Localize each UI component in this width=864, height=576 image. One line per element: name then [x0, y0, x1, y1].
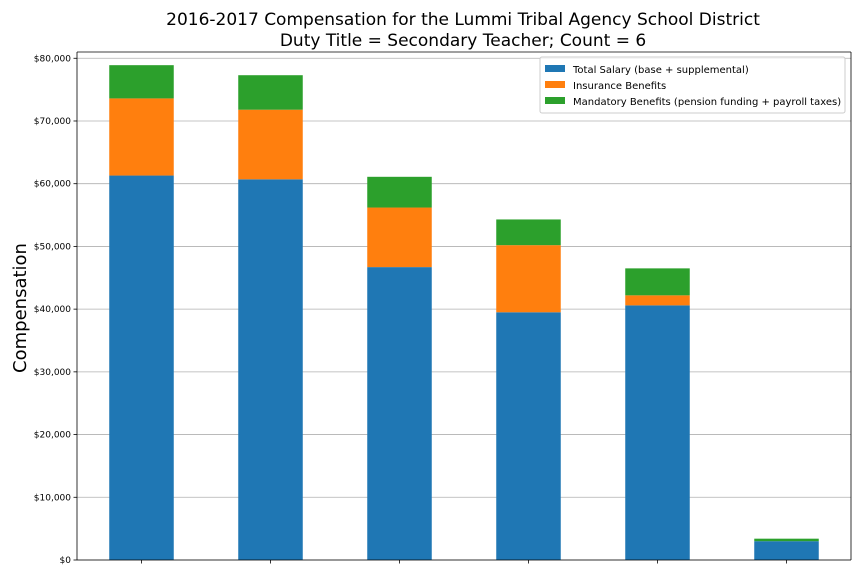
bar-series-1-cat-2 — [367, 207, 432, 268]
bars-layer — [109, 65, 819, 561]
bar-series-1-cat-3 — [496, 245, 561, 313]
y-axis-label: Compensation — [10, 243, 31, 373]
grid-layer — [77, 57, 851, 561]
chart-subtitle: Duty Title = Secondary Teacher; Count = … — [280, 31, 646, 51]
bar-series-0-cat-0 — [109, 175, 174, 561]
legend-label-0: Total Salary (base + supplemental) — [572, 65, 749, 76]
axes-layer: $0 $10,000 $20,000 $30,000 $40,000 $50,000 $60… — [34, 51, 852, 566]
chart-title: 2016-2017 Compensation for the Lummi Tri… — [166, 10, 760, 30]
legend-swatch-1 — [545, 81, 565, 88]
bar-series-0-cat-2 — [367, 267, 432, 560]
legend-label-2: Mandatory Benefits (pension funding + pa… — [573, 97, 841, 108]
y-tick-label-4: $40,000 — [34, 305, 71, 315]
bar-series-1-cat-0 — [109, 98, 174, 176]
bar-series-0-cat-5 — [754, 541, 819, 560]
legend-swatch-2 — [545, 97, 565, 104]
bar-series-0-cat-1 — [238, 179, 303, 560]
bar-series-2-cat-2 — [367, 176, 432, 208]
y-tick-label-8: $80,000 — [34, 54, 71, 64]
bar-series-2-cat-0 — [109, 65, 174, 99]
legend-label-1: Insurance Benefits — [573, 81, 666, 92]
y-tick-label-5: $50,000 — [34, 242, 71, 252]
bar-series-0-cat-4 — [625, 305, 690, 560]
y-tick-label-6: $60,000 — [34, 180, 71, 190]
legend-box — [539, 56, 846, 114]
y-tick-label-1: $10,000 — [34, 493, 71, 503]
bar-series-1-cat-1 — [238, 109, 303, 180]
bar-series-2-cat-5 — [754, 538, 819, 542]
bar-series-2-cat-4 — [625, 268, 690, 296]
bar-series-1-cat-4 — [625, 295, 690, 306]
bar-series-2-cat-1 — [238, 75, 303, 110]
legend: Total Salary (base + supplemental) Insura… — [539, 56, 846, 114]
bar-series-2-cat-3 — [496, 219, 561, 246]
y-tick-label-7: $70,000 — [34, 117, 71, 127]
y-tick-label-3: $30,000 — [34, 368, 71, 378]
y-tick-label-0: $0 — [60, 556, 72, 566]
legend-swatch-0 — [545, 65, 565, 72]
y-tick-label-2: $20,000 — [34, 431, 71, 441]
bar-series-0-cat-3 — [496, 312, 561, 560]
